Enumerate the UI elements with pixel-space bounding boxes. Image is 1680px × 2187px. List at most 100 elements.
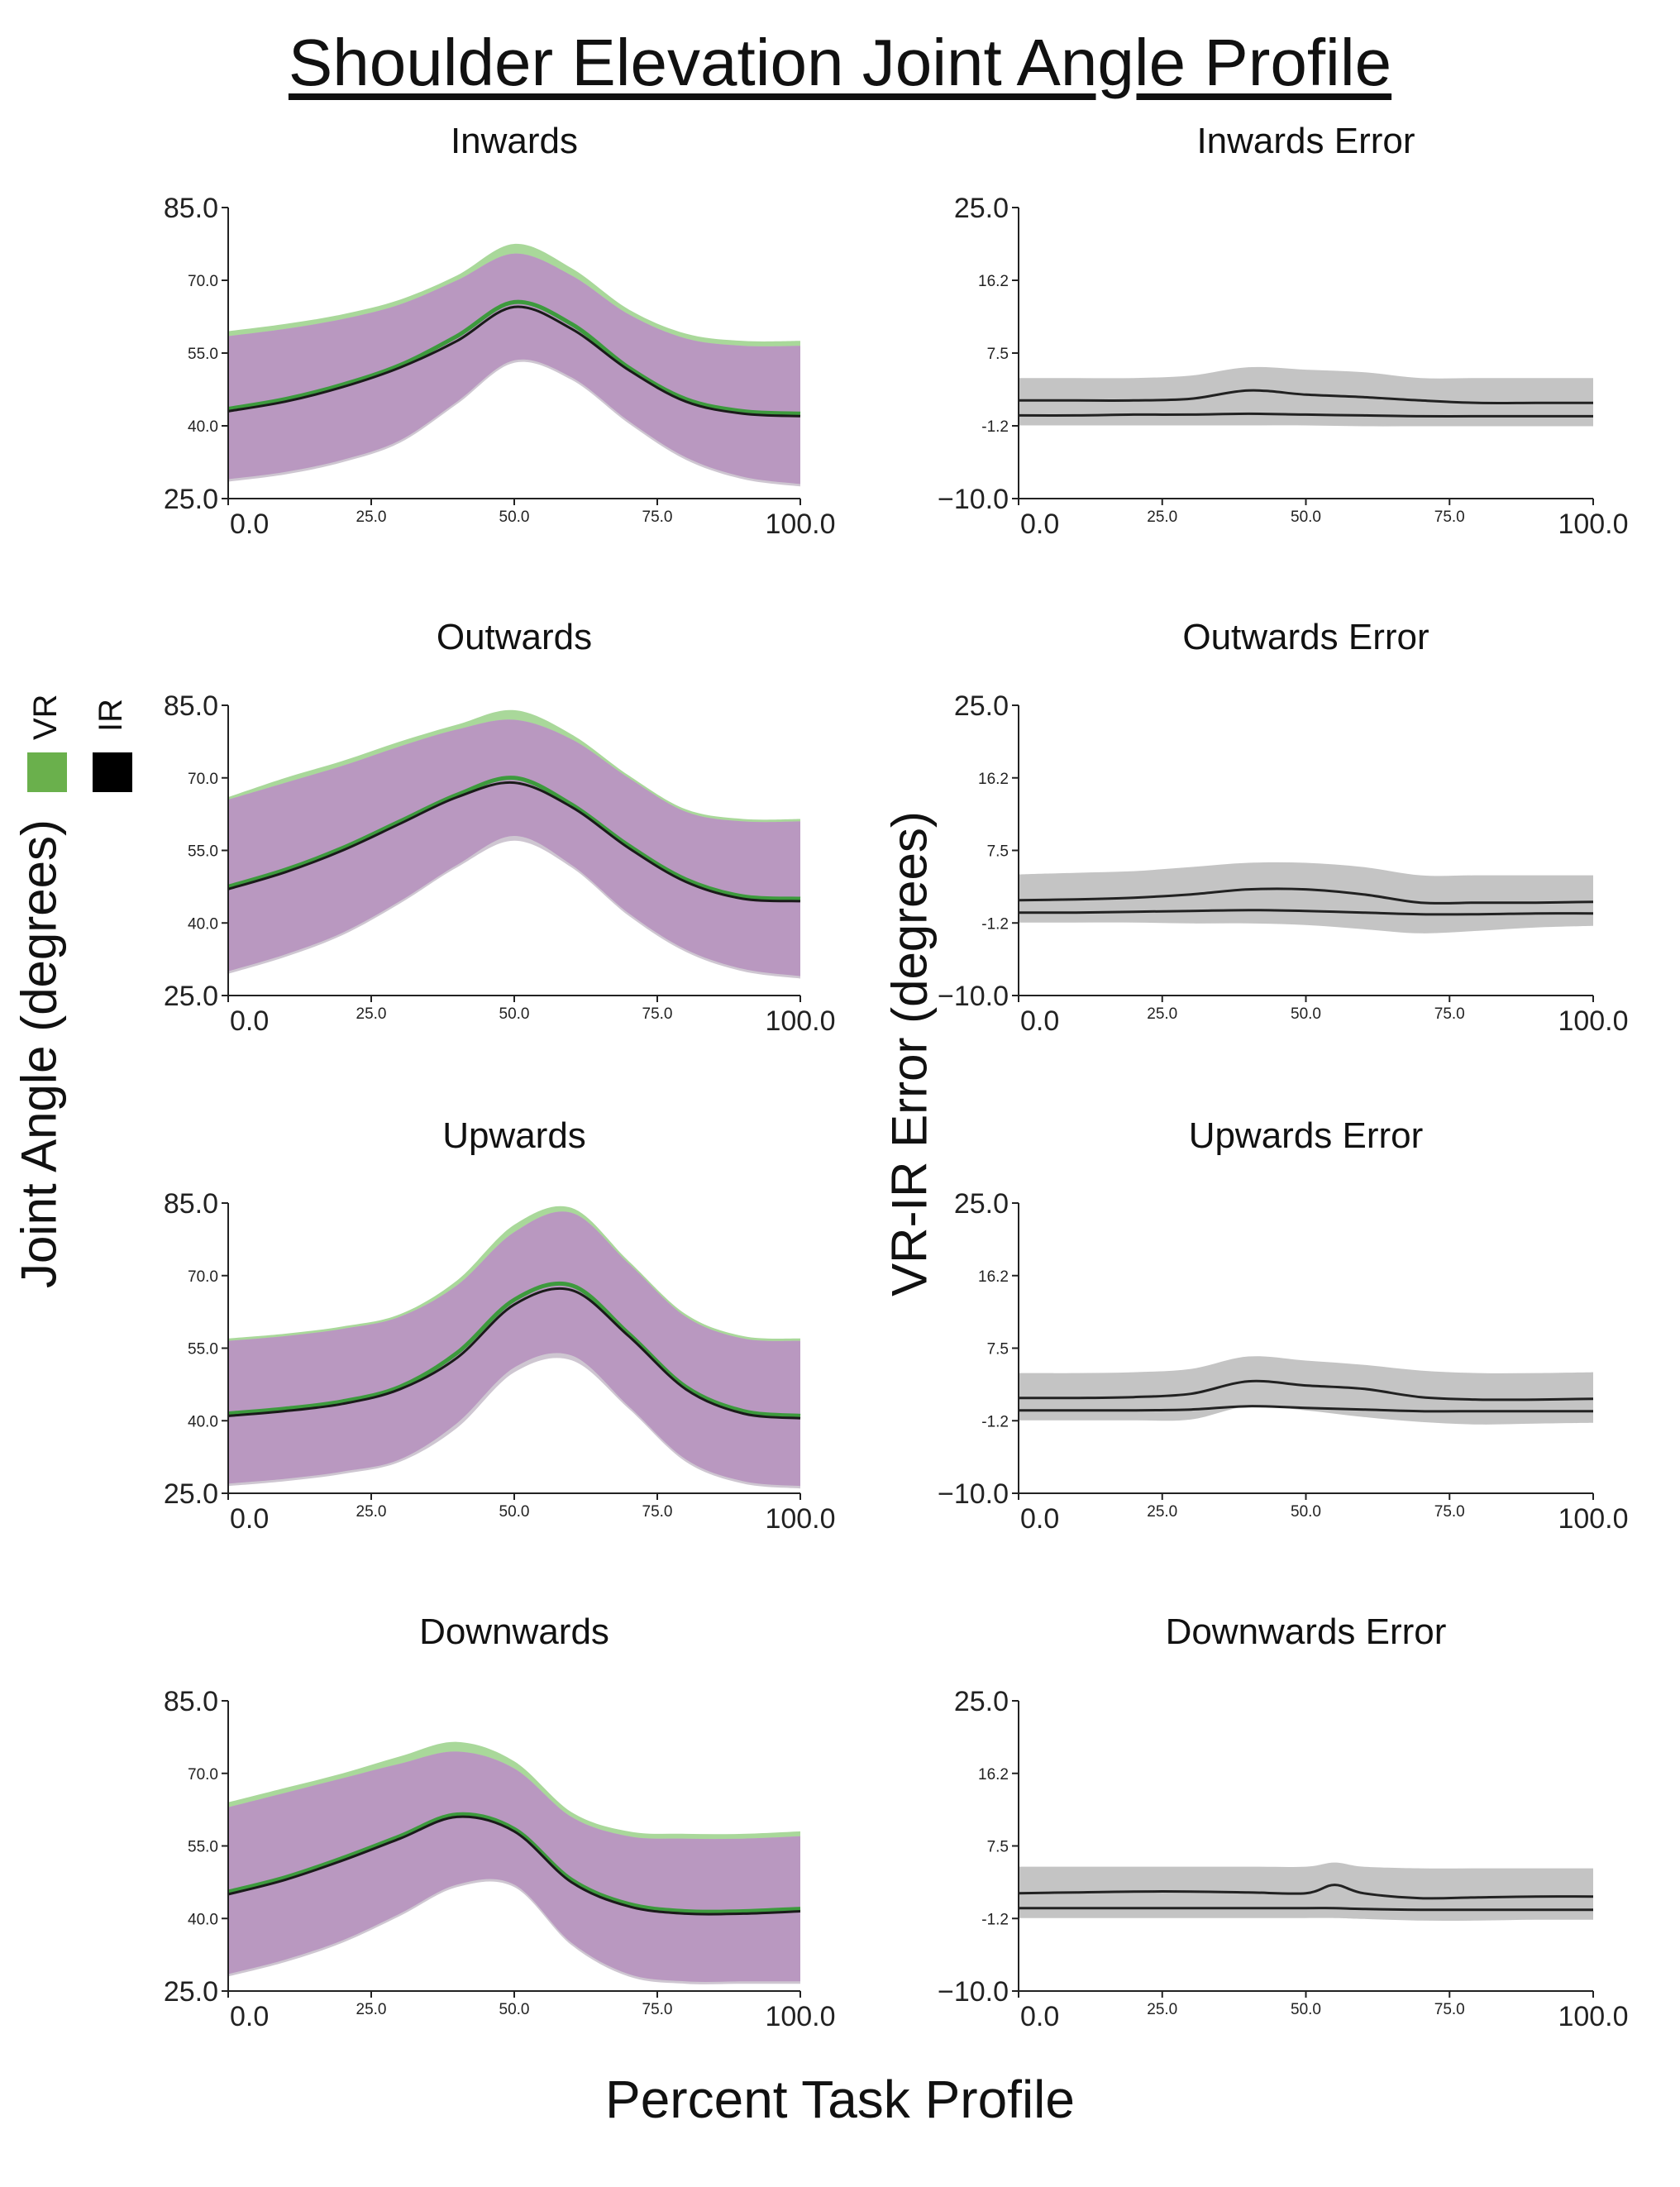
- chart-downwards-error: Downwards Error −10.0 -1.2 7.5 16.2 25.0 0.0 25…: [938, 1612, 1629, 2032]
- y-tick-label: 55.0: [188, 1839, 218, 1856]
- error-lower-line: [1019, 1405, 1593, 1413]
- y-tick-label: 25.0: [954, 690, 1009, 722]
- y-tick-label: −10.0: [938, 484, 1009, 515]
- y-tick-label: −10.0: [938, 1976, 1009, 2008]
- x-tick-label: 75.0: [642, 2001, 673, 2018]
- x-tick-label: 100.0: [765, 2001, 835, 2032]
- x-tick-label: 25.0: [356, 1005, 387, 1023]
- y-tick-label: 70.0: [188, 273, 218, 290]
- x-tick-label: 100.0: [1558, 509, 1628, 540]
- y-tick-label: 25.0: [164, 981, 218, 1012]
- x-tick-label: 50.0: [499, 1503, 530, 1521]
- y-tick-label: 85.0: [164, 1686, 218, 1717]
- x-tick-label: 100.0: [765, 1005, 835, 1037]
- x-tick-label: 0.0: [1020, 1005, 1059, 1037]
- y-tick-label: 40.0: [188, 915, 218, 933]
- chart-title: Outwards: [437, 617, 592, 657]
- y-tick-label: 25.0: [954, 1188, 1009, 1220]
- legend-ir-swatch: [93, 752, 132, 792]
- chart-downwards: Downwards 25.0 40.0 55.0 70.0 85.0 0.0 25.0 50.0…: [164, 1612, 836, 2032]
- chart-title: Inwards Error: [1196, 121, 1415, 161]
- x-tick-label: 25.0: [356, 1503, 387, 1521]
- x-tick-label: 25.0: [1147, 509, 1177, 526]
- x-tick-label: 25.0: [1147, 2001, 1177, 2018]
- y-tick-label: 85.0: [164, 1188, 218, 1220]
- x-tick-label: 100.0: [765, 509, 835, 540]
- chart-inwards-error: Inwards Error −10.0 -1.2 7.5 16.2 25.0 0.0 25.0…: [938, 121, 1629, 540]
- y-tick-label: 55.0: [188, 843, 218, 861]
- x-tick-label: 50.0: [1291, 1005, 1321, 1023]
- x-tick-label: 100.0: [1558, 1503, 1628, 1535]
- y-tick-label: 16.2: [978, 1268, 1009, 1286]
- y-tick-label: 25.0: [164, 484, 218, 515]
- y-tick-label: 40.0: [188, 1911, 218, 1928]
- chart-inwards: Inwards 25.0 40.0 55.0 70.0 85.0 0.0 25.0 50.0 75…: [164, 121, 836, 540]
- ir-band: [228, 253, 800, 485]
- y-tick-label: −10.0: [938, 1478, 1009, 1510]
- y-tick-label: 7.5: [987, 843, 1009, 861]
- x-tick-label: 0.0: [230, 2001, 269, 2032]
- error-lower-line: [1018, 909, 1594, 916]
- x-tick-label: 50.0: [1291, 2001, 1321, 2018]
- error-band: [1019, 1356, 1593, 1425]
- x-tick-label: 0.0: [230, 1005, 269, 1037]
- chart-title: Outwards Error: [1182, 617, 1429, 657]
- y-tick-label: 7.5: [987, 1839, 1009, 1856]
- ir-mean-line: [227, 1287, 801, 1420]
- y-tick-label: 85.0: [164, 193, 218, 224]
- x-tick-label: 25.0: [356, 2001, 387, 2018]
- chart-outwards: Outwards 25.0 40.0 55.0 70.0 85.0 0.0 25.0 50.0 7…: [164, 617, 836, 1037]
- chart-title: Inwards: [451, 121, 578, 161]
- x-tick-label: 50.0: [1291, 1503, 1321, 1521]
- chart-title: Downwards: [419, 1612, 609, 1652]
- y-tick-label: 7.5: [987, 1341, 1009, 1359]
- y-tick-label: 85.0: [164, 690, 218, 722]
- x-tick-label: 25.0: [1147, 1005, 1177, 1023]
- y-tick-label: 55.0: [188, 346, 218, 363]
- y-tick-label: 7.5: [987, 346, 1009, 363]
- chart-title: Upwards Error: [1189, 1115, 1424, 1156]
- ir-mean-line: [227, 1815, 801, 1916]
- y-tick-label: 16.2: [978, 1766, 1009, 1784]
- error-lower-line: [1019, 1907, 1593, 1912]
- x-tick-label: 75.0: [1434, 1005, 1465, 1023]
- x-tick-label: 75.0: [1434, 1503, 1465, 1521]
- vr-mean-line: [227, 1281, 801, 1418]
- y-tick-label: 16.2: [978, 771, 1009, 788]
- x-tick-label: 50.0: [499, 1005, 530, 1023]
- ir-mean-line: [227, 781, 801, 903]
- y-tick-label: 25.0: [164, 1478, 218, 1510]
- y-tick-label: −10.0: [938, 981, 1009, 1012]
- x-tick-label: 0.0: [230, 509, 269, 540]
- y-tick-label: 55.0: [188, 1341, 218, 1359]
- y-tick-label: 16.2: [978, 273, 1009, 290]
- x-tick-label: 25.0: [1147, 1503, 1177, 1521]
- error-band: [1019, 366, 1593, 427]
- vr-mean-line: [227, 1812, 801, 1914]
- x-axis-label: Percent Task Profile: [605, 2070, 1075, 2129]
- x-tick-label: 75.0: [642, 1005, 673, 1023]
- y-tick-label: 25.0: [164, 1976, 218, 2008]
- y-tick-label: 70.0: [188, 1766, 218, 1784]
- chart-upwards-error: Upwards Error −10.0 -1.2 7.5 16.2 25.0 0.0 25.0…: [938, 1115, 1629, 1535]
- x-tick-label: 75.0: [642, 509, 673, 526]
- x-tick-label: 0.0: [1020, 509, 1059, 540]
- figure-title: Shoulder Elevation Joint Angle Profile: [288, 26, 1392, 99]
- error-upper-line: [1018, 1379, 1594, 1401]
- y-tick-label: -1.2: [981, 1911, 1009, 1928]
- y-tick-label: 40.0: [188, 1413, 218, 1430]
- x-tick-label: 0.0: [230, 1503, 269, 1535]
- x-tick-label: 50.0: [499, 509, 530, 526]
- y-tick-label: 40.0: [188, 418, 218, 436]
- y-tick-label: 70.0: [188, 771, 218, 788]
- chart-upwards: Upwards 25.0 40.0 55.0 70.0 85.0 0.0 25.0 50.0 75…: [164, 1115, 836, 1535]
- y-tick-label: -1.2: [981, 418, 1009, 436]
- x-tick-label: 100.0: [1558, 2001, 1628, 2032]
- ir-band: [228, 1211, 800, 1487]
- chart-title: Downwards Error: [1166, 1612, 1447, 1652]
- error-upper-line: [1019, 389, 1593, 405]
- error-lower-line: [1018, 412, 1593, 418]
- x-tick-label: 75.0: [642, 1503, 673, 1521]
- x-tick-label: 25.0: [356, 509, 387, 526]
